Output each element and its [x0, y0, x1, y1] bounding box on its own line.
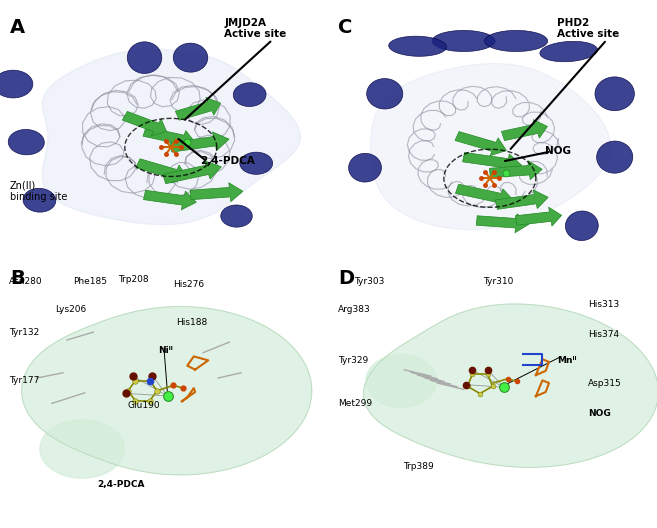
Ellipse shape: [127, 42, 162, 73]
Ellipse shape: [597, 141, 633, 173]
Ellipse shape: [432, 31, 495, 52]
FancyArrow shape: [476, 214, 529, 233]
Ellipse shape: [389, 36, 447, 56]
FancyArrow shape: [136, 159, 187, 183]
Ellipse shape: [349, 153, 382, 182]
Text: Phe185: Phe185: [73, 277, 107, 286]
Polygon shape: [363, 304, 657, 467]
Text: 2,4-PDCA: 2,4-PDCA: [200, 156, 255, 166]
Polygon shape: [371, 63, 610, 230]
Ellipse shape: [173, 43, 208, 72]
Ellipse shape: [23, 188, 56, 212]
Text: 2,4-PDCA: 2,4-PDCA: [97, 480, 145, 489]
Text: His374: His374: [588, 331, 620, 340]
Text: Met299: Met299: [338, 399, 372, 408]
FancyArrow shape: [495, 190, 548, 209]
Text: Asn280: Asn280: [9, 277, 43, 286]
Text: PHD2
Active site: PHD2 Active site: [557, 18, 620, 40]
Ellipse shape: [367, 79, 403, 109]
Text: Mnᴵᴵ: Mnᴵᴵ: [557, 356, 577, 365]
FancyArrow shape: [501, 120, 547, 140]
FancyArrow shape: [163, 161, 221, 184]
Ellipse shape: [485, 31, 548, 52]
Ellipse shape: [595, 77, 635, 111]
Text: Trp208: Trp208: [118, 275, 149, 284]
FancyArrow shape: [143, 190, 196, 210]
Ellipse shape: [9, 129, 44, 155]
Polygon shape: [366, 354, 436, 407]
Text: A: A: [10, 18, 25, 37]
Text: Glu190: Glu190: [127, 401, 160, 410]
Text: NOG: NOG: [588, 409, 611, 418]
Text: Zn(II)
binding site: Zn(II) binding site: [10, 181, 67, 202]
Text: Tyr303: Tyr303: [353, 277, 384, 286]
Text: Arg383: Arg383: [338, 305, 371, 314]
Text: His313: His313: [588, 300, 620, 309]
Ellipse shape: [233, 83, 266, 107]
Ellipse shape: [221, 205, 252, 227]
Text: B: B: [10, 269, 24, 288]
Ellipse shape: [566, 211, 599, 241]
Polygon shape: [40, 420, 124, 478]
Text: His276: His276: [173, 280, 204, 289]
Text: Niᴵᴵ: Niᴵᴵ: [158, 346, 172, 355]
FancyArrow shape: [190, 183, 243, 202]
Polygon shape: [42, 49, 300, 224]
Ellipse shape: [540, 41, 597, 62]
Text: NOG: NOG: [545, 146, 571, 156]
Text: His188: His188: [176, 318, 207, 327]
Text: Tyr329: Tyr329: [338, 356, 368, 365]
FancyArrow shape: [122, 111, 166, 136]
FancyArrow shape: [175, 97, 221, 120]
FancyArrow shape: [455, 131, 507, 156]
Text: Trp389: Trp389: [403, 462, 434, 472]
Text: Tyr132: Tyr132: [9, 328, 39, 337]
Text: D: D: [338, 269, 355, 288]
Text: Tyr310: Tyr310: [484, 277, 514, 286]
FancyArrow shape: [143, 127, 195, 149]
Polygon shape: [22, 307, 312, 475]
FancyArrow shape: [455, 184, 514, 207]
Text: Asp315: Asp315: [588, 379, 622, 388]
FancyArrow shape: [170, 132, 229, 152]
Text: C: C: [338, 18, 353, 37]
Text: JMJD2A
Active site: JMJD2A Active site: [224, 18, 286, 40]
FancyArrow shape: [515, 207, 562, 226]
Ellipse shape: [0, 70, 33, 98]
FancyArrow shape: [463, 153, 522, 173]
Ellipse shape: [240, 152, 273, 174]
Text: Lys206: Lys206: [55, 305, 86, 314]
Text: Tyr177: Tyr177: [9, 376, 39, 385]
FancyArrow shape: [489, 161, 542, 180]
